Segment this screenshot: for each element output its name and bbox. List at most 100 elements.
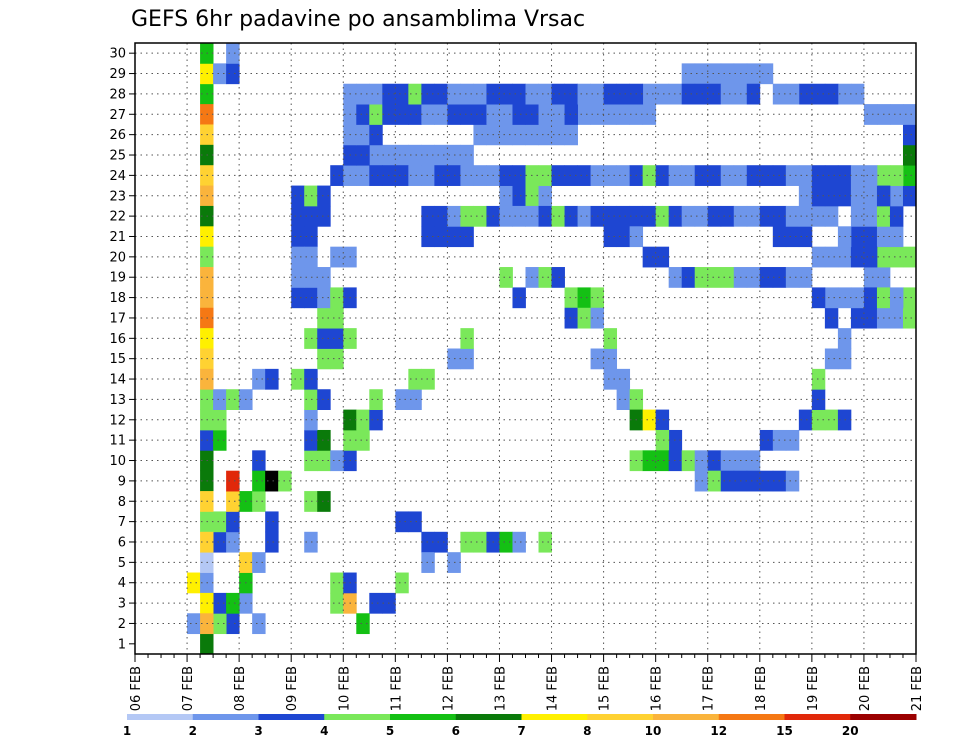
heatmap-cell bbox=[681, 267, 696, 288]
y-tick-label: 27 bbox=[109, 108, 126, 123]
heatmap-cell bbox=[213, 63, 227, 85]
heatmap-cell bbox=[538, 104, 552, 125]
heatmap-cell bbox=[551, 267, 565, 288]
x-tick-label: 16 FEB bbox=[650, 666, 665, 711]
legend-swatch bbox=[455, 714, 522, 720]
heatmap-cell bbox=[408, 144, 422, 166]
legend-label: 20 bbox=[842, 724, 859, 738]
y-tick-label: 15 bbox=[109, 352, 126, 367]
heatmap-cell bbox=[356, 124, 370, 146]
heatmap-cell bbox=[746, 63, 761, 85]
heatmap-cell bbox=[707, 450, 722, 472]
heatmap-cell bbox=[785, 267, 800, 288]
heatmap-cell bbox=[863, 267, 878, 288]
y-tick-label: 6 bbox=[118, 535, 126, 550]
x-axis: 06 FEB 07 FEB 08 FEB 09 FEB 10 FEB 11 FEB 12 F… bbox=[129, 654, 925, 711]
heatmap-cell bbox=[317, 267, 331, 288]
heatmap-cell bbox=[408, 104, 422, 125]
x-tick-label: 19 FEB bbox=[806, 666, 821, 711]
heatmap-cell bbox=[785, 205, 800, 227]
heatmap-cell bbox=[304, 267, 318, 288]
heatmap-cell bbox=[785, 165, 800, 186]
heatmap-cell bbox=[226, 613, 240, 635]
heatmap-cell bbox=[226, 63, 240, 85]
heatmap-cell bbox=[408, 511, 422, 533]
heatmap-cell bbox=[824, 348, 839, 370]
heatmap-cell bbox=[538, 185, 552, 207]
y-tick-label: 4 bbox=[118, 576, 126, 591]
heatmap-cell bbox=[720, 83, 735, 105]
heatmap-cell bbox=[460, 104, 474, 125]
heatmap-cell bbox=[421, 104, 435, 125]
heatmap-cell bbox=[226, 470, 240, 492]
legend-label: 7 bbox=[517, 724, 525, 738]
y-tick-label: 28 bbox=[109, 87, 126, 102]
heatmap-cell bbox=[252, 450, 266, 472]
heatmap-cell bbox=[681, 450, 696, 472]
heatmap-cell bbox=[538, 531, 552, 553]
heatmap-cell bbox=[512, 185, 526, 207]
heatmap-cell bbox=[811, 246, 826, 268]
heatmap-cell bbox=[369, 104, 383, 125]
heatmap-cell bbox=[707, 267, 722, 288]
heatmap-cell bbox=[694, 205, 709, 227]
y-tick-label: 25 bbox=[109, 149, 126, 164]
heatmap-cell bbox=[720, 165, 735, 186]
heatmap-cell bbox=[798, 409, 813, 431]
x-tick-label: 11 FEB bbox=[389, 666, 404, 711]
heatmap-cell bbox=[499, 124, 513, 146]
x-tick-label: 14 FEB bbox=[546, 666, 561, 711]
heatmap-cell bbox=[421, 144, 435, 166]
heatmap-cell bbox=[304, 287, 318, 309]
heatmap-cell bbox=[512, 104, 526, 125]
heatmap-cell bbox=[642, 450, 657, 472]
heatmap-cell bbox=[655, 246, 670, 268]
heatmap-cell bbox=[616, 226, 631, 248]
heatmap-cell bbox=[356, 409, 370, 431]
heatmap-cell bbox=[460, 83, 474, 105]
heatmap-cell bbox=[369, 165, 383, 186]
legend-swatch bbox=[850, 714, 917, 720]
heatmap-cell bbox=[889, 307, 904, 329]
heatmap-cell bbox=[811, 83, 826, 105]
heatmap-cell bbox=[187, 613, 201, 635]
heatmap-cell bbox=[226, 592, 240, 614]
heatmap-cell bbox=[473, 205, 487, 227]
heatmap-cell bbox=[694, 267, 709, 288]
heatmap-cell bbox=[616, 389, 631, 410]
heatmap-cell bbox=[369, 592, 383, 614]
y-tick-label: 3 bbox=[118, 597, 126, 612]
x-tick-label: 20 FEB bbox=[858, 666, 873, 711]
heatmap-cell bbox=[798, 205, 813, 227]
heatmap-cell bbox=[317, 348, 331, 370]
heatmap-cell bbox=[213, 429, 227, 451]
heatmap-cell bbox=[681, 83, 696, 105]
heatmap-cell bbox=[356, 144, 370, 166]
heatmap-cell bbox=[304, 450, 318, 472]
heatmap-cell bbox=[707, 165, 722, 186]
heatmap-cell bbox=[850, 83, 865, 105]
y-tick-label: 22 bbox=[109, 210, 126, 225]
heatmap-cell bbox=[889, 246, 904, 268]
heatmap-cell bbox=[889, 165, 904, 186]
heatmap-cell bbox=[811, 389, 826, 410]
heatmap-cell bbox=[824, 409, 839, 431]
heatmap-cell bbox=[564, 287, 578, 309]
heatmap-cell bbox=[356, 429, 370, 451]
heatmap-cell bbox=[317, 429, 331, 451]
heatmap-cell bbox=[421, 226, 435, 248]
heatmap-cell bbox=[473, 124, 487, 146]
heatmap-cell bbox=[304, 246, 318, 268]
heatmap-cell bbox=[434, 226, 448, 248]
heatmap-cell bbox=[681, 63, 696, 85]
y-tick-label: 23 bbox=[109, 189, 126, 204]
heatmap-cell bbox=[577, 287, 591, 309]
heatmap-cell bbox=[785, 470, 800, 492]
heatmap-cell bbox=[681, 165, 696, 186]
heatmap-cell bbox=[902, 307, 917, 329]
heatmap-cell bbox=[538, 83, 552, 105]
y-tick-label: 7 bbox=[118, 515, 126, 530]
heatmap-cell bbox=[395, 104, 409, 125]
heatmap-cells bbox=[187, 43, 917, 655]
heatmap-cell bbox=[863, 165, 878, 186]
